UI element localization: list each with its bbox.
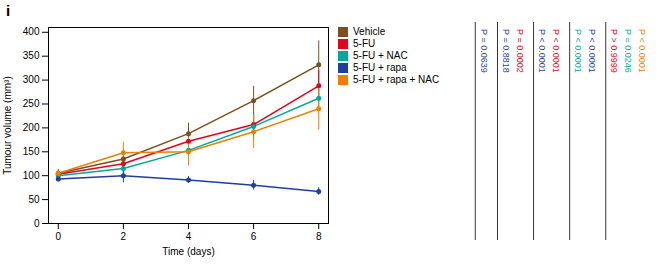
svg-text:P < 0.0001: P < 0.0001 bbox=[573, 29, 583, 73]
svg-text:150: 150 bbox=[23, 146, 40, 157]
svg-text:P = 0.0246: P = 0.0246 bbox=[623, 29, 633, 73]
html-text:5-FU: 5-FU bbox=[353, 38, 376, 49]
svg-text:P < 0.0001: P < 0.0001 bbox=[551, 29, 561, 73]
svg-text:8: 8 bbox=[316, 231, 322, 242]
svg-text:50: 50 bbox=[28, 194, 40, 205]
html-text:5-FU + rapa + NAC: 5-FU + rapa + NAC bbox=[353, 74, 440, 85]
svg-text:200: 200 bbox=[23, 122, 40, 133]
svg-text:0: 0 bbox=[55, 231, 61, 242]
html-text:5-FU + rapa: 5-FU + rapa bbox=[353, 62, 407, 73]
svg-text:P < 0.0001: P < 0.0001 bbox=[537, 29, 547, 73]
svg-text:2: 2 bbox=[121, 231, 127, 242]
svg-text:P = 0.0002: P = 0.0002 bbox=[515, 29, 525, 73]
svg-text:P = 0.8818: P = 0.8818 bbox=[501, 29, 511, 73]
svg-text:0: 0 bbox=[34, 218, 40, 229]
svg-text:4: 4 bbox=[186, 231, 192, 242]
svg-text:100: 100 bbox=[23, 170, 40, 181]
svg-text:300: 300 bbox=[23, 74, 40, 85]
svg-text:250: 250 bbox=[23, 98, 40, 109]
svg-text:400: 400 bbox=[23, 26, 40, 37]
svg-text:Time (days): Time (days) bbox=[162, 246, 214, 257]
svg-text:350: 350 bbox=[23, 50, 40, 61]
html-text:Vehicle: Vehicle bbox=[353, 26, 386, 37]
svg-text:Tumour volume (mm³): Tumour volume (mm³) bbox=[2, 76, 13, 175]
svg-text:P > 0.9999: P > 0.9999 bbox=[609, 29, 619, 73]
html-text:i: i bbox=[6, 2, 11, 19]
html-text:5-FU + NAC: 5-FU + NAC bbox=[353, 50, 408, 61]
svg-text:P < 0.0001: P < 0.0001 bbox=[637, 29, 647, 73]
svg-text:P = 0.0639: P = 0.0639 bbox=[479, 29, 489, 73]
svg-text:6: 6 bbox=[251, 231, 257, 242]
svg-text:P < 0.0001: P < 0.0001 bbox=[587, 29, 597, 73]
